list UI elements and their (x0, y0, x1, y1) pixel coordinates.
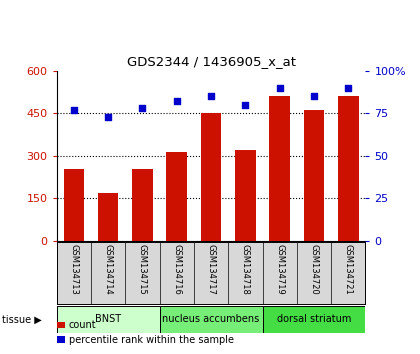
Bar (269, 96, 290, 241)
Point (208, 93, 215, 99)
Bar (262, 306, 365, 333)
Point (139, 105, 146, 111)
Text: GSM134715: GSM134715 (138, 244, 147, 295)
Bar (201, 113, 221, 241)
Text: GSM134714: GSM134714 (104, 244, 113, 295)
Text: nucleus accumbens: nucleus accumbens (163, 314, 260, 325)
Point (173, 98, 180, 104)
Bar (98, 193, 118, 241)
Text: GSM134713: GSM134713 (69, 244, 79, 295)
Bar (57, 306, 160, 333)
Bar (160, 306, 262, 333)
Point (71, 107, 77, 113)
Point (242, 102, 249, 108)
Text: GSM134720: GSM134720 (310, 244, 318, 295)
Point (310, 93, 318, 99)
Legend: count, percentile rank within the sample: count, percentile rank within the sample (53, 316, 238, 349)
Title: GDS2344 / 1436905_x_at: GDS2344 / 1436905_x_at (126, 55, 296, 68)
Text: dorsal striatum: dorsal striatum (277, 314, 351, 325)
Bar (235, 150, 256, 241)
Point (105, 114, 112, 120)
Bar (166, 152, 187, 241)
Text: GSM134719: GSM134719 (275, 244, 284, 295)
Text: tissue ▶: tissue ▶ (2, 314, 42, 325)
Text: BNST: BNST (95, 314, 121, 325)
Bar (338, 96, 359, 241)
Bar (132, 169, 153, 241)
Text: GSM134718: GSM134718 (241, 244, 250, 295)
Point (345, 85, 352, 91)
Point (276, 85, 283, 91)
Text: GSM134716: GSM134716 (172, 244, 181, 295)
Text: GSM134721: GSM134721 (344, 244, 353, 295)
Text: GSM134717: GSM134717 (207, 244, 215, 295)
Bar (304, 110, 324, 241)
Bar (63, 169, 84, 241)
